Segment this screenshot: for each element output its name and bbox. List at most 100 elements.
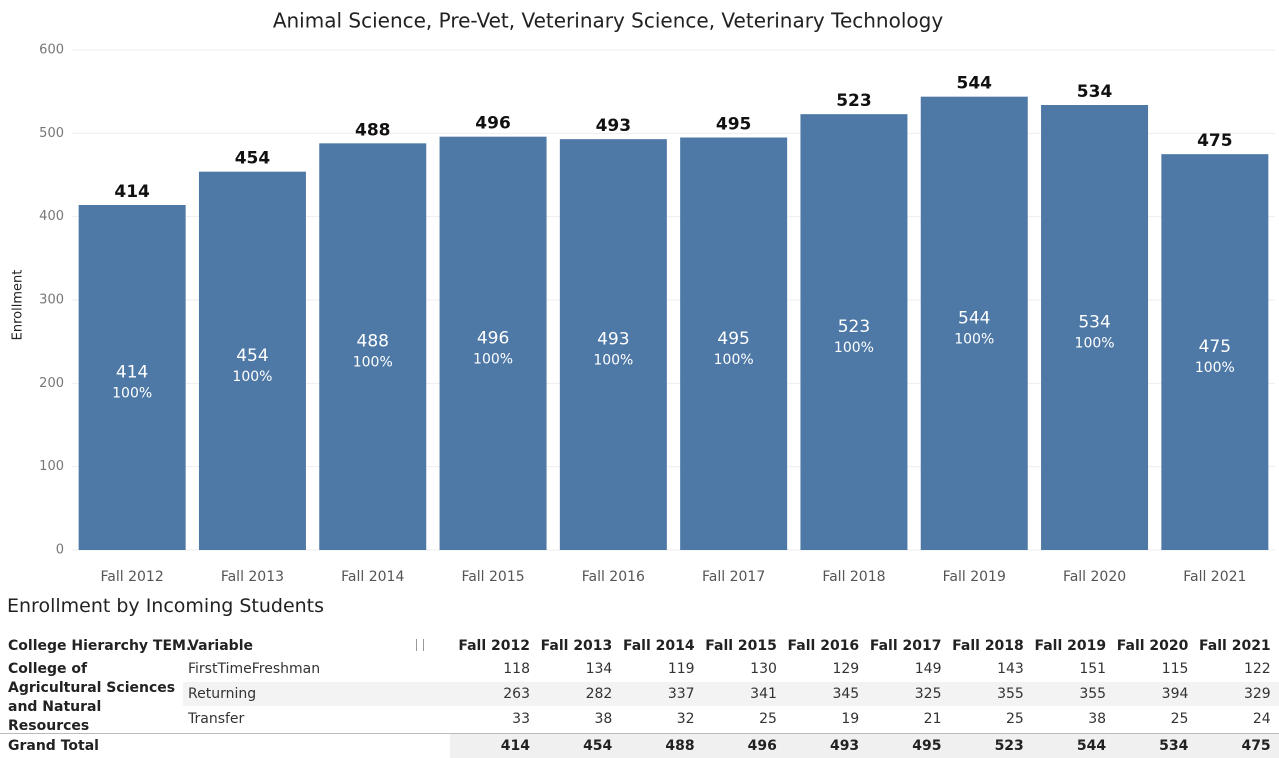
column-header: Fall 2018 [952, 638, 1024, 654]
bar-inner-value: 496 [477, 328, 509, 348]
cell-value: 38 [594, 711, 613, 727]
x-tick-label: Fall 2018 [822, 569, 885, 585]
bar [1161, 154, 1269, 550]
bar-inner-percent: 100% [473, 351, 513, 367]
bar-inner-value: 493 [597, 330, 629, 350]
bar-inner-value: 454 [236, 346, 268, 366]
cell-value: 345 [832, 686, 860, 702]
cell-value: 149 [914, 661, 942, 677]
bar-value-label: 475 [1197, 131, 1233, 151]
bar [198, 171, 306, 550]
bar [680, 137, 788, 550]
group-label: College of Agricultural Sciences and Nat… [8, 661, 176, 734]
bar [920, 96, 1028, 551]
total-bg [450, 734, 1279, 758]
column-header: Fall 2012 [458, 638, 530, 654]
total-value: 523 [994, 738, 1024, 754]
cell-value: 24 [1252, 711, 1271, 727]
column-header: College Hierarchy TEM.. [8, 638, 197, 654]
column-header: Fall 2019 [1034, 638, 1107, 654]
bar-inner-percent: 100% [232, 369, 272, 385]
cell-value: 32 [676, 711, 695, 727]
cell-value: 19 [841, 711, 860, 727]
chart-title: Animal Science, Pre-Vet, Veterinary Scie… [273, 9, 943, 33]
y-tick-label: 600 [39, 43, 64, 58]
cell-value: 282 [585, 686, 613, 702]
column-header: Fall 2016 [787, 638, 860, 654]
total-value: 454 [583, 738, 613, 754]
bar-inner-value: 414 [116, 363, 148, 383]
cell-value: 25 [759, 711, 777, 727]
cell-value: 355 [997, 686, 1024, 702]
sort-icon [416, 639, 424, 651]
x-tick-label: Fall 2013 [221, 569, 284, 585]
cell-value: 337 [667, 686, 695, 702]
y-tick-label: 100 [39, 459, 64, 474]
y-axis-label: Enrollment [11, 270, 26, 341]
row-stripe [183, 682, 1279, 706]
cell-value: 143 [997, 661, 1024, 677]
row-label: Returning [188, 686, 257, 702]
cell-value: 25 [1170, 711, 1189, 727]
y-tick-label: 300 [39, 293, 64, 308]
bar-inner-value: 475 [1199, 337, 1231, 357]
x-tick-label: Fall 2021 [1183, 569, 1246, 585]
bar-inner-percent: 100% [954, 331, 994, 347]
row-label: FirstTimeFreshman [188, 661, 321, 677]
cell-value: 122 [1243, 661, 1271, 677]
cell-value: 134 [585, 661, 613, 677]
x-tick-label: Fall 2020 [1063, 569, 1126, 585]
x-tick-label: Fall 2019 [943, 569, 1006, 585]
bar-inner-percent: 100% [593, 353, 633, 369]
bar-value-label: 523 [836, 91, 872, 111]
bar [78, 205, 186, 550]
cell-value: 341 [750, 686, 777, 702]
cell-value: 115 [1161, 661, 1189, 677]
cell-value: 118 [503, 661, 530, 677]
x-tick-label: Fall 2016 [582, 569, 645, 585]
column-header: Fall 2017 [869, 638, 942, 654]
bar-inner-value: 534 [1078, 313, 1110, 333]
bar-value-label: 414 [114, 182, 150, 202]
column-header: Variable [188, 638, 253, 654]
bar-inner-percent: 100% [714, 352, 754, 368]
cell-value: 130 [750, 661, 777, 677]
bar [800, 114, 908, 551]
x-tick-label: Fall 2015 [461, 569, 524, 585]
x-tick-label: Fall 2012 [101, 569, 164, 585]
bar-inner-percent: 100% [834, 340, 874, 356]
y-tick-label: 200 [39, 376, 64, 391]
bar-value-label: 493 [596, 116, 632, 136]
total-value: 488 [665, 738, 695, 754]
column-header: Fall 2014 [622, 638, 695, 654]
bar-inner-percent: 100% [1075, 336, 1115, 352]
bar [439, 136, 547, 550]
x-tick-label: Fall 2014 [341, 569, 404, 585]
cell-value: 151 [1079, 661, 1107, 677]
y-tick-label: 0 [56, 543, 64, 558]
total-value: 544 [1076, 738, 1107, 754]
bar [559, 139, 667, 550]
total-value: 534 [1159, 738, 1189, 754]
cell-value: 329 [1243, 686, 1271, 702]
cell-value: 25 [1005, 711, 1024, 727]
column-header: Fall 2021 [1199, 638, 1271, 654]
bar-inner-value: 488 [357, 332, 389, 352]
total-value: 475 [1241, 738, 1271, 754]
cell-value: 21 [923, 711, 942, 727]
column-header: Fall 2015 [705, 638, 777, 654]
total-value: 496 [747, 738, 777, 754]
y-tick-label: 400 [39, 209, 64, 224]
bar-inner-percent: 100% [1195, 360, 1235, 376]
cell-value: 33 [512, 711, 530, 727]
bar-value-label: 544 [957, 74, 993, 94]
bar [319, 143, 427, 551]
bar [1041, 105, 1149, 550]
y-tick-label: 500 [39, 126, 64, 141]
total-value: 493 [829, 738, 860, 754]
bar-inner-value: 523 [838, 317, 870, 337]
total-value: 414 [500, 738, 530, 754]
bar-value-label: 488 [355, 120, 391, 140]
cell-value: 129 [832, 661, 860, 677]
